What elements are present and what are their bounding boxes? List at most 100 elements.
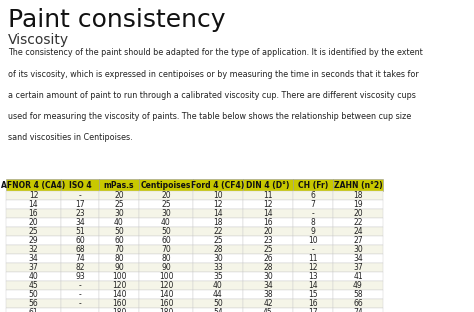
Text: -: -	[79, 299, 82, 308]
Bar	[99, 179, 139, 191]
Bar	[293, 191, 333, 200]
Bar	[193, 308, 243, 312]
Text: 25: 25	[114, 200, 124, 209]
Text: 40: 40	[213, 281, 223, 290]
Text: 17: 17	[75, 200, 85, 209]
Bar	[6, 218, 61, 227]
Bar	[243, 227, 293, 236]
Text: 13: 13	[308, 272, 318, 281]
Bar	[139, 299, 193, 308]
Bar	[6, 245, 61, 254]
Bar	[193, 290, 243, 299]
Bar	[99, 218, 139, 227]
Bar	[243, 245, 293, 254]
Text: 120: 120	[112, 281, 126, 290]
Bar	[243, 263, 293, 272]
Bar	[293, 272, 333, 281]
Text: CH (Fr): CH (Fr)	[298, 181, 328, 190]
Text: -: -	[311, 209, 314, 218]
Bar	[99, 272, 139, 281]
Bar	[139, 200, 193, 209]
Text: 82: 82	[75, 263, 85, 272]
Bar	[139, 191, 193, 200]
Bar	[139, 236, 193, 245]
Bar	[61, 227, 99, 236]
Bar	[293, 200, 333, 209]
Text: 50: 50	[28, 290, 38, 299]
Bar	[293, 254, 333, 263]
Bar	[333, 299, 383, 308]
Bar	[139, 281, 193, 290]
Bar	[333, 179, 383, 191]
Bar	[139, 245, 193, 254]
Text: 100: 100	[112, 272, 126, 281]
Text: 23: 23	[75, 209, 85, 218]
Text: 61: 61	[29, 308, 38, 312]
Text: 160: 160	[112, 299, 126, 308]
Text: 26: 26	[263, 254, 273, 263]
Text: 60: 60	[161, 236, 171, 245]
Bar	[193, 263, 243, 272]
Bar	[6, 236, 61, 245]
Bar	[61, 245, 99, 254]
Bar	[61, 191, 99, 200]
Text: 28: 28	[213, 245, 223, 254]
Bar	[293, 308, 333, 312]
Bar	[333, 218, 383, 227]
Text: 40: 40	[28, 272, 38, 281]
Text: 44: 44	[213, 290, 223, 299]
Text: 12: 12	[29, 191, 38, 200]
Bar	[293, 245, 333, 254]
Text: 22: 22	[213, 227, 223, 236]
Text: 160: 160	[159, 299, 173, 308]
Bar	[243, 272, 293, 281]
Bar	[99, 209, 139, 218]
Text: 11: 11	[308, 254, 318, 263]
Text: 120: 120	[159, 281, 173, 290]
Bar	[333, 236, 383, 245]
Text: 34: 34	[353, 254, 363, 263]
Bar	[139, 290, 193, 299]
Text: 16: 16	[263, 218, 273, 227]
Text: 30: 30	[114, 209, 124, 218]
Bar	[99, 236, 139, 245]
Text: of its viscosity, which is expressed in centipoises or by measuring the time in : of its viscosity, which is expressed in …	[8, 70, 419, 79]
Text: 54: 54	[213, 308, 223, 312]
Text: 37: 37	[28, 263, 38, 272]
Text: 8: 8	[310, 218, 315, 227]
Text: 16: 16	[308, 299, 318, 308]
Bar	[139, 254, 193, 263]
Text: -: -	[311, 245, 314, 254]
Bar	[6, 200, 61, 209]
Bar	[193, 200, 243, 209]
Bar	[243, 281, 293, 290]
Bar	[6, 179, 61, 191]
Bar	[61, 263, 99, 272]
Text: 60: 60	[75, 236, 85, 245]
Bar	[293, 263, 333, 272]
Text: 20: 20	[161, 191, 171, 200]
Text: 40: 40	[114, 218, 124, 227]
Bar	[293, 281, 333, 290]
Text: 19: 19	[353, 200, 363, 209]
Text: 80: 80	[114, 254, 124, 263]
Bar	[193, 209, 243, 218]
Text: 30: 30	[213, 254, 223, 263]
Bar	[293, 209, 333, 218]
Text: mPas.s: mPas.s	[104, 181, 134, 190]
Bar	[99, 227, 139, 236]
Bar	[293, 218, 333, 227]
Text: 18: 18	[213, 218, 223, 227]
Bar	[193, 227, 243, 236]
Bar	[61, 254, 99, 263]
Text: 40: 40	[161, 218, 171, 227]
Bar	[61, 209, 99, 218]
Bar	[243, 218, 293, 227]
Bar	[99, 254, 139, 263]
Bar	[99, 200, 139, 209]
Text: 45: 45	[263, 308, 273, 312]
Text: 34: 34	[28, 254, 38, 263]
Bar	[193, 281, 243, 290]
Text: a certain amount of paint to run through a calibrated viscosity cup. There are d: a certain amount of paint to run through…	[8, 91, 416, 100]
Bar	[139, 308, 193, 312]
